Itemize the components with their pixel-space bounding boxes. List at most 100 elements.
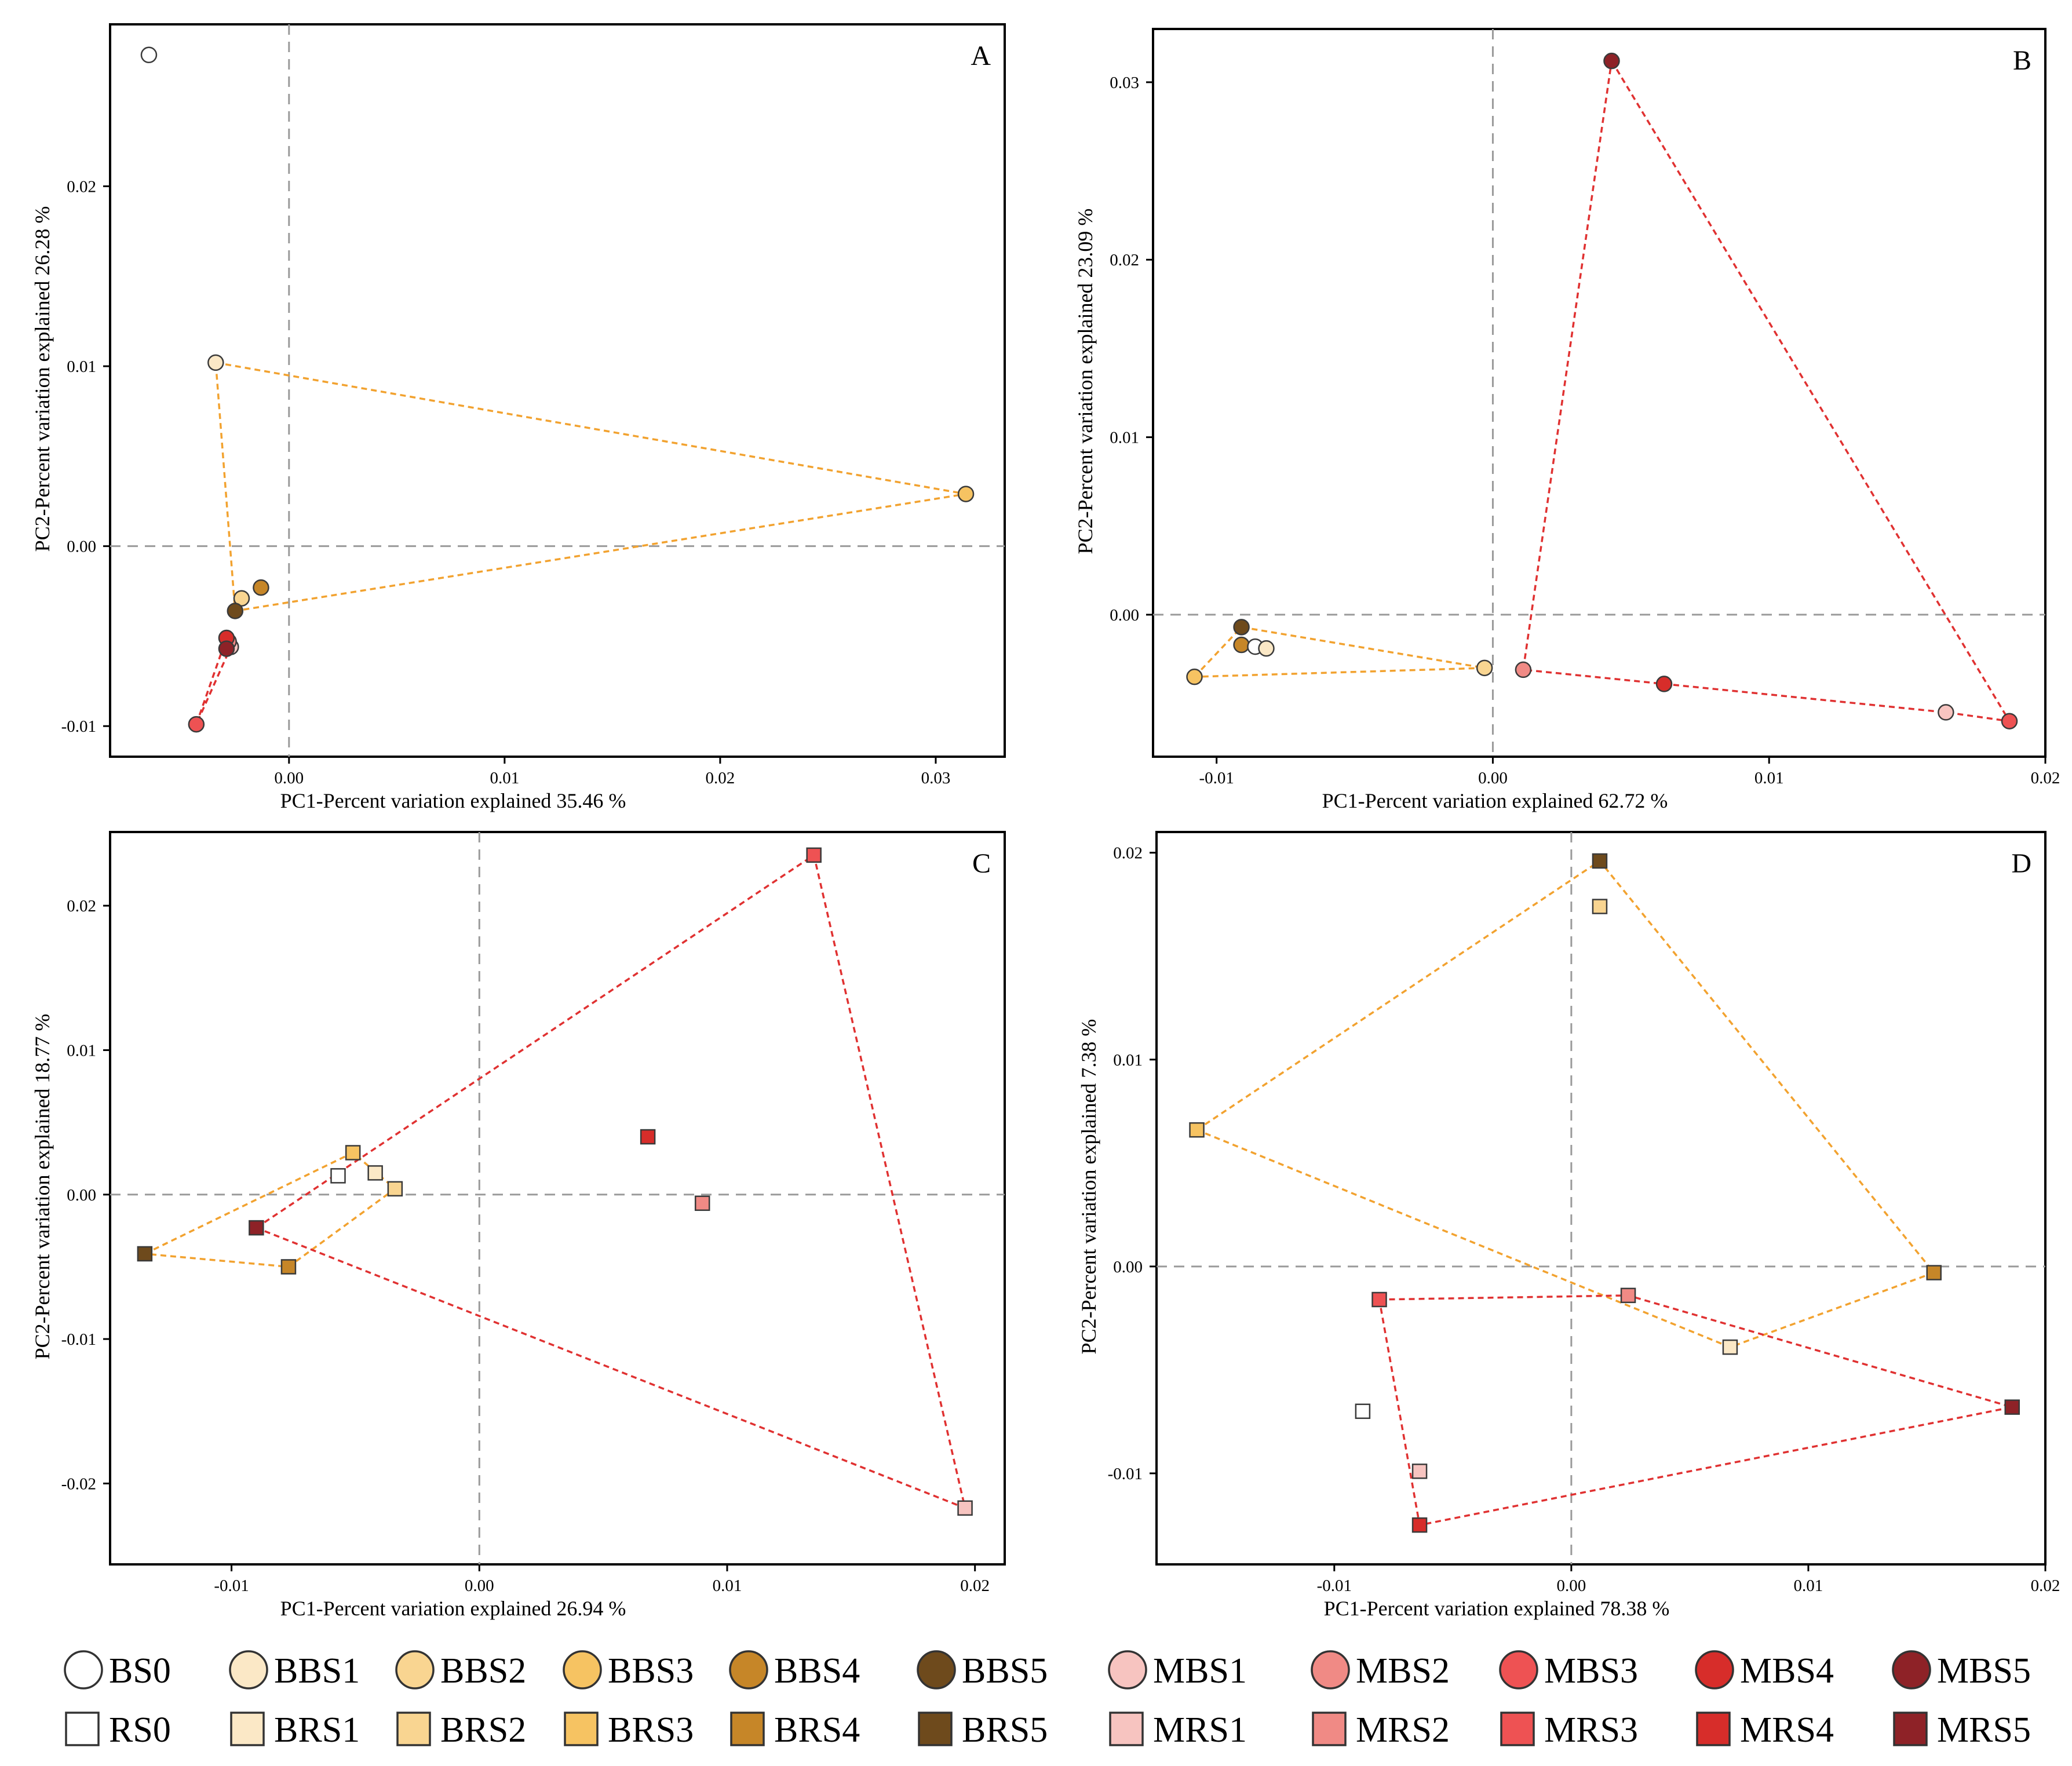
- legend-label-bbs3: BBS3: [608, 1651, 694, 1691]
- legend-label-mbs3: MBS3: [1544, 1651, 1638, 1691]
- legend-label-bbs1: BBS1: [274, 1651, 360, 1691]
- plot-frame: [1155, 831, 2047, 1566]
- x-axis-label: PC1-Percent variation explained 78.38 %: [1324, 1597, 1670, 1620]
- x-tick-label: 0.00: [274, 769, 304, 787]
- y-tick-label: -0.01: [1108, 1465, 1143, 1483]
- legend-marker-brs1: [230, 1712, 265, 1746]
- legend-label-bbs5: BBS5: [962, 1651, 1048, 1691]
- x-axis-label: PC1-Percent variation explained 35.46 %: [280, 789, 626, 812]
- legend: BS0 BBS1 BBS2 BBS3 BBS4 BBS5 MBS1 MBS2 MBS3 MBS4 M…: [64, 1650, 2031, 1750]
- legend-marker-brs2: [396, 1712, 431, 1746]
- panel-letter: C: [972, 848, 991, 879]
- point-mrs4: [640, 1129, 656, 1145]
- legend-marker-rs0: [65, 1712, 100, 1746]
- x-tick-label: 0.03: [921, 769, 951, 787]
- point-mbs3: [188, 716, 205, 733]
- y-tick-label: 0.02: [1113, 844, 1143, 863]
- x-tick-label: 0.01: [1754, 769, 1784, 787]
- point-mbs3: [2001, 713, 2018, 729]
- legend-label-mrs5: MRS5: [1937, 1710, 2031, 1750]
- point-mbs1: [1938, 704, 1954, 721]
- x-tick-label: 0.00: [465, 1577, 494, 1595]
- legend-marker-bs0: [64, 1650, 103, 1690]
- point-bbs3: [957, 486, 975, 502]
- x-axis-label: PC1-Percent variation explained 62.72 %: [1322, 789, 1668, 812]
- legend-marker-bbs3: [563, 1650, 602, 1690]
- legend-label-brs4: BRS4: [774, 1710, 860, 1750]
- point-brs2: [1592, 899, 1608, 914]
- legend-label-bbs2: BBS2: [440, 1651, 526, 1691]
- panel-letter: A: [971, 41, 991, 71]
- y-tick-label: 0.01: [67, 1041, 96, 1060]
- point-rs0: [1355, 1403, 1371, 1420]
- y-tick-label: 0.01: [67, 357, 96, 376]
- legend-marker-mbs2: [1311, 1650, 1350, 1690]
- hull-b-group: [214, 361, 966, 612]
- point-bbs1: [207, 354, 224, 371]
- legend-marker-bbs5: [917, 1650, 956, 1690]
- point-brs2: [387, 1181, 403, 1197]
- legend-label-mbs1: MBS1: [1153, 1651, 1247, 1691]
- x-tick-label: 0.02: [2031, 1577, 2060, 1595]
- y-tick-label: 0.02: [67, 897, 96, 915]
- legend-label-brs1: BRS1: [274, 1710, 360, 1750]
- hull-m-group: [1522, 58, 2012, 723]
- legend-marker-brs4: [730, 1712, 765, 1746]
- legend-marker-bbs4: [729, 1650, 768, 1690]
- x-tick-label: 0.02: [960, 1577, 990, 1595]
- pca-panels: 0.00 0.01 0.02 0.03 -0.01 0.00 0.01 0.02 PC1-Per…: [31, 23, 2060, 1620]
- point-mrs2: [694, 1195, 710, 1211]
- point-brs5: [1592, 853, 1608, 869]
- legend-marker-mrs5: [1893, 1712, 1928, 1746]
- y-tick-label: 0.00: [67, 538, 96, 556]
- point-bbs5: [227, 603, 244, 619]
- legend-marker-mrs2: [1312, 1712, 1347, 1746]
- point-bbs2: [1476, 659, 1493, 677]
- y-tick-label: 0.01: [1113, 1051, 1143, 1070]
- legend-marker-bbs2: [395, 1650, 435, 1690]
- hull-m-group: [254, 853, 967, 1510]
- legend-label-mrs4: MRS4: [1740, 1710, 1834, 1750]
- legend-label-mrs2: MRS2: [1356, 1710, 1450, 1750]
- x-tick-label: 0.00: [1478, 769, 1508, 787]
- legend-label-mbs4: MBS4: [1740, 1651, 1834, 1691]
- point-mrs1: [957, 1500, 973, 1516]
- panel-d: -0.01 0.00 0.01 0.02 -0.01 0.00 0.01 0.02 PC1-Pe…: [1077, 831, 2060, 1620]
- x-tick-label: 0.01: [1794, 1577, 1823, 1595]
- legend-marker-mrs4: [1696, 1712, 1731, 1746]
- legend-marker-mrs3: [1500, 1712, 1535, 1746]
- point-brs3: [345, 1145, 361, 1161]
- legend-marker-mbs4: [1695, 1650, 1734, 1690]
- point-mrs5: [2004, 1399, 2020, 1415]
- plot-frame: [1152, 28, 2047, 758]
- y-tick-label: -0.01: [61, 1330, 96, 1349]
- point-brs1: [1722, 1339, 1738, 1355]
- hull-b-group: [1192, 626, 1485, 678]
- x-tick-label: 0.00: [1556, 1577, 1586, 1595]
- point-rs0: [330, 1168, 346, 1184]
- point-brs5: [137, 1246, 153, 1262]
- legend-label-brs2: BRS2: [440, 1710, 526, 1750]
- point-mrs3: [1371, 1291, 1387, 1308]
- y-tick-label: 0.02: [67, 178, 96, 196]
- point-brs3: [1189, 1122, 1205, 1138]
- panel-letter: B: [2013, 45, 2031, 76]
- legend-label-brs5: BRS5: [962, 1710, 1048, 1750]
- y-tick-label: 0.00: [1110, 606, 1139, 625]
- y-axis-label: PC2-Percent variation explained 26.28 %: [31, 206, 54, 552]
- y-tick-label: 0.03: [1110, 74, 1139, 92]
- point-mbs5: [218, 640, 235, 657]
- x-tick-label: -0.01: [1199, 769, 1234, 787]
- y-tick-label: 0.00: [1113, 1258, 1143, 1276]
- legend-label-bbs4: BBS4: [774, 1651, 860, 1691]
- point-mrs4: [1411, 1517, 1428, 1533]
- y-axis-label: PC2-Percent variation explained 7.38 %: [1077, 1019, 1100, 1355]
- point-mbs2: [1515, 661, 1532, 678]
- y-tick-label: 0.00: [67, 1186, 96, 1205]
- point-bbs3: [1186, 668, 1203, 685]
- y-tick-label: 0.02: [1110, 251, 1139, 269]
- x-tick-label: 0.01: [713, 1577, 742, 1595]
- panel-letter: D: [2011, 848, 2031, 879]
- legend-marker-mbs3: [1499, 1650, 1538, 1690]
